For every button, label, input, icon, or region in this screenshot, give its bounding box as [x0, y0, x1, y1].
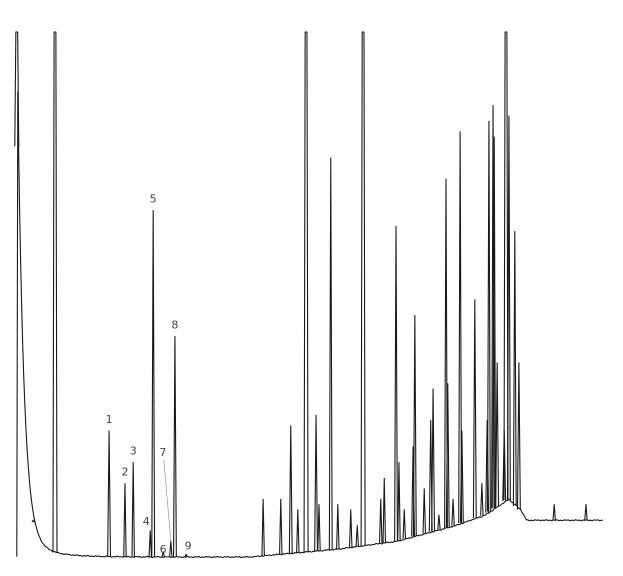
peak [512, 230, 517, 507]
peak-7 [169, 540, 173, 558]
peak [506, 115, 511, 501]
peak-label-3: 3 [130, 445, 137, 458]
peak [422, 488, 426, 534]
peak [584, 503, 588, 521]
peak [397, 461, 401, 541]
peak [348, 509, 353, 548]
peak [472, 299, 477, 519]
peak [317, 503, 321, 551]
peak-2 [123, 482, 127, 557]
peak [431, 388, 436, 532]
leader-line-7 [163, 459, 172, 542]
peak-label-4: 4 [143, 515, 150, 528]
peak-label-7: 7 [159, 446, 166, 459]
peak [486, 120, 491, 512]
peak [552, 503, 556, 521]
peak-label-9: 9 [185, 539, 192, 552]
peak [355, 524, 359, 547]
peak-label-6: 6 [160, 543, 167, 556]
peak [437, 514, 441, 530]
peak-label-8: 8 [171, 319, 178, 332]
peak [14, 31, 20, 147]
peak [314, 414, 319, 551]
peak-6 [161, 551, 165, 558]
peak [378, 498, 383, 544]
peak [451, 498, 455, 526]
trace-group [14, 31, 604, 559]
peak [303, 31, 309, 552]
peak [328, 157, 333, 550]
peak [412, 314, 417, 537]
peak [279, 498, 283, 555]
peak [31, 519, 35, 523]
peak [444, 178, 448, 528]
peak-8 [172, 335, 177, 557]
peak [445, 383, 450, 528]
peak [394, 225, 398, 542]
baseline-trace [16, 91, 604, 559]
peak [382, 477, 387, 543]
peak [458, 131, 463, 524]
peak-1 [107, 430, 112, 557]
peak-label-5: 5 [150, 193, 157, 206]
peak [480, 482, 484, 516]
peak-label-1: 1 [106, 413, 113, 426]
peak-label-2: 2 [121, 466, 128, 479]
peak-3 [131, 461, 135, 557]
peak [491, 104, 495, 509]
peak [360, 31, 366, 546]
peak [296, 509, 300, 553]
peak-4 [148, 530, 152, 557]
peak-5 [151, 209, 156, 557]
peak [516, 362, 521, 510]
peak [261, 498, 265, 556]
peak [459, 430, 464, 523]
peak [402, 509, 407, 539]
peak [288, 425, 293, 554]
peak-9 [184, 553, 188, 558]
peak [492, 136, 497, 508]
peak [336, 503, 340, 549]
peak [503, 31, 509, 501]
peak [495, 362, 500, 506]
peak [52, 31, 58, 553]
